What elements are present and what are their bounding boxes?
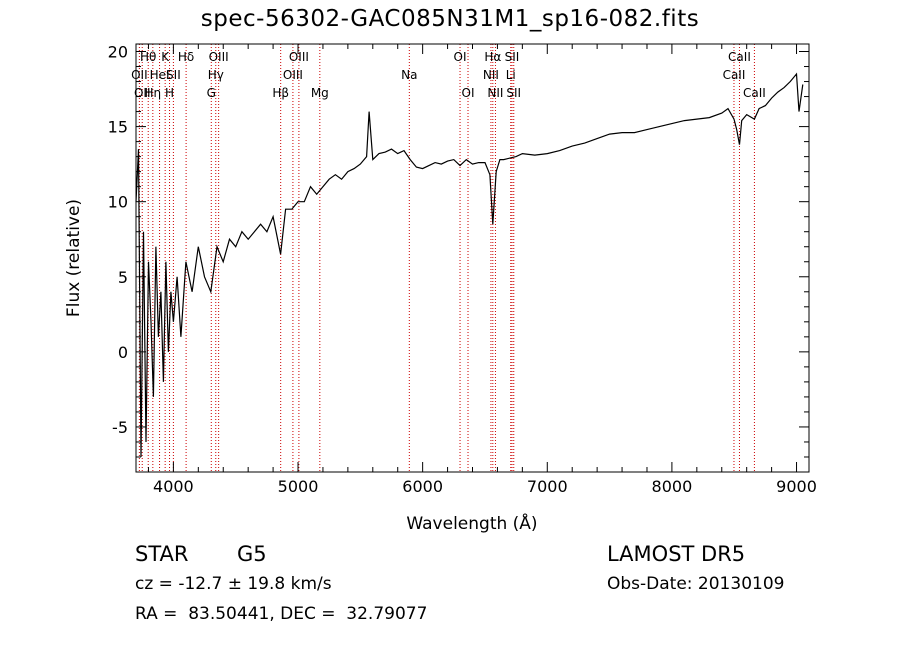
spectrum-line (135, 72, 804, 458)
line-label: OII (134, 86, 151, 100)
line-label: Mg (311, 86, 329, 100)
redshift-velocity: cz = -12.7 ± 19.8 km/s (135, 574, 332, 594)
coordinates: RA = 83.50441, DEC = 32.79077 (135, 604, 428, 624)
line-label: NII (487, 86, 503, 100)
line-label: K (161, 50, 170, 64)
x-tick-label: 8000 (652, 477, 693, 496)
line-label: CaII (723, 68, 746, 82)
line-labels: OII OII Hθ Hη HeI K H SII Hδ G Hγ OIII Hβ OIII OIII Mg N… (131, 50, 766, 100)
line-label: OIII (289, 50, 309, 64)
axes-frame (135, 43, 810, 473)
line-label: OIII (283, 68, 303, 82)
object-subclass: G5 (237, 542, 267, 566)
y-tick-label: 20 (108, 43, 128, 62)
line-label: OI (454, 50, 467, 64)
x-tick-label: 4000 (153, 477, 194, 496)
line-label: Hθ (140, 50, 156, 64)
y-tick-label: 10 (108, 193, 128, 212)
line-label: OII (131, 68, 148, 82)
line-label: CaII (728, 50, 751, 64)
line-label: SII (505, 50, 520, 64)
line-label: Li (506, 68, 516, 82)
object-class: STAR (135, 542, 189, 566)
y-tick-label: -5 (112, 418, 128, 437)
line-label: H (165, 86, 174, 100)
y-tick-label: 5 (118, 268, 128, 287)
y-axis-label: Flux (relative) (64, 199, 84, 317)
x-tick-label: 6000 (402, 477, 443, 496)
plot-frame (135, 43, 810, 473)
line-label: Hη (145, 86, 162, 100)
line-label: Hα (484, 50, 501, 64)
line-label: Hγ (208, 68, 224, 82)
y-tick-label: 15 (108, 118, 128, 137)
line-label: SII (166, 68, 181, 82)
line-label: G (207, 86, 216, 100)
line-label: SII (506, 86, 521, 100)
x-tick-label: 5000 (278, 477, 319, 496)
line-label: CaII (743, 86, 766, 100)
line-label: NII (483, 68, 499, 82)
line-label: OIII (209, 50, 229, 64)
line-label: OI (462, 86, 475, 100)
line-label: Hβ (272, 86, 289, 100)
line-label: HeI (150, 68, 170, 82)
chart-title: spec-56302-GAC085N31M1_sp16-082.fits (200, 6, 700, 32)
observation-date: Obs-Date: 20130109 (607, 574, 785, 594)
line-label: Hδ (178, 50, 194, 64)
axis-ticks: 4000 5000 6000 7000 8000 9000 -5 0 5 10 15 20 (108, 43, 817, 496)
x-axis-label: Wavelength (Å) (406, 512, 537, 534)
x-tick-label: 7000 (527, 477, 568, 496)
line-label: Na (401, 68, 417, 82)
line-markers (138, 44, 755, 472)
survey-name: LAMOST DR5 (607, 542, 746, 566)
x-tick-label: 9000 (776, 477, 817, 496)
y-tick-label: 0 (118, 343, 128, 362)
